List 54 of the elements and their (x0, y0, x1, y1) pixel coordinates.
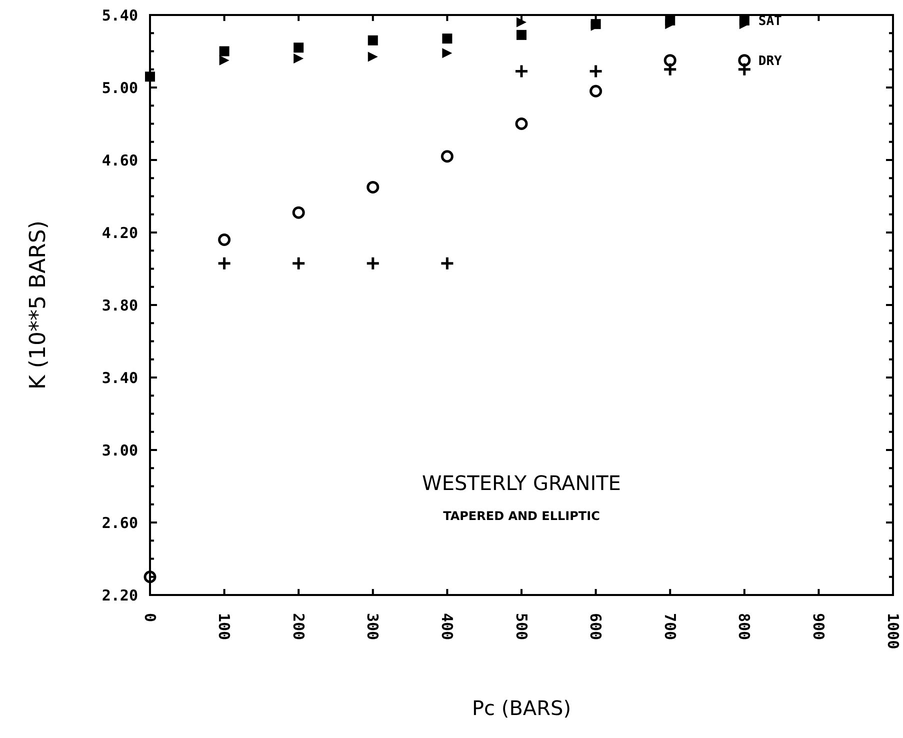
y-tick-label: 4.20 (102, 224, 138, 242)
point (366, 256, 380, 271)
point (440, 150, 454, 163)
annotation: TAPERED AND ELLIPTIC (443, 509, 600, 523)
point (219, 46, 230, 56)
point (664, 54, 676, 67)
point (442, 34, 452, 44)
y-tick-label: 2.20 (102, 586, 138, 604)
x-tick-label: 900 (809, 613, 828, 640)
y-tick-label: 3.40 (102, 368, 138, 387)
point (516, 30, 526, 40)
point (366, 180, 380, 194)
point (291, 256, 306, 271)
point (144, 570, 156, 584)
series-label: DRY (758, 54, 782, 69)
annotation: WESTERLY GRANITE (422, 471, 621, 495)
x-tick-label: 800 (735, 613, 754, 640)
y-tick-label: 5.00 (102, 78, 138, 97)
x-tick-label: 0 (140, 613, 159, 622)
point (738, 54, 751, 67)
point (737, 62, 752, 77)
y-tick-label: 5.40 (102, 6, 138, 24)
x-tick-label: 600 (586, 613, 605, 640)
point (440, 256, 454, 271)
x-axis-title: Pc (BARS) (472, 696, 572, 720)
point (368, 35, 378, 46)
x-tick-label: 300 (364, 613, 382, 640)
point (294, 54, 304, 64)
x-tick-label: 500 (512, 613, 530, 640)
x-tick-label: 400 (438, 613, 456, 640)
y-tick-label: 2.60 (102, 514, 138, 532)
point (662, 62, 678, 77)
point (294, 42, 304, 53)
point (515, 118, 528, 130)
point (590, 84, 602, 98)
point (145, 72, 155, 82)
x-tick-label: 700 (660, 613, 679, 640)
point (219, 55, 230, 66)
y-axis-title: K (10**5 BARS) (26, 220, 51, 390)
point (218, 234, 231, 246)
point (516, 17, 526, 28)
x-tick-label: 100 (215, 613, 234, 640)
y-tick-label: 3.00 (102, 441, 138, 460)
y-tick-label: 4.60 (102, 151, 138, 170)
point (588, 64, 604, 78)
x-tick-label: 200 (289, 613, 308, 640)
point (292, 206, 305, 219)
point (442, 48, 452, 58)
x-tick-label: 1000 (884, 613, 902, 650)
point (217, 256, 232, 271)
y-tick-label: 3.80 (102, 296, 138, 314)
point (739, 19, 750, 30)
point (514, 64, 529, 78)
point (368, 52, 378, 62)
